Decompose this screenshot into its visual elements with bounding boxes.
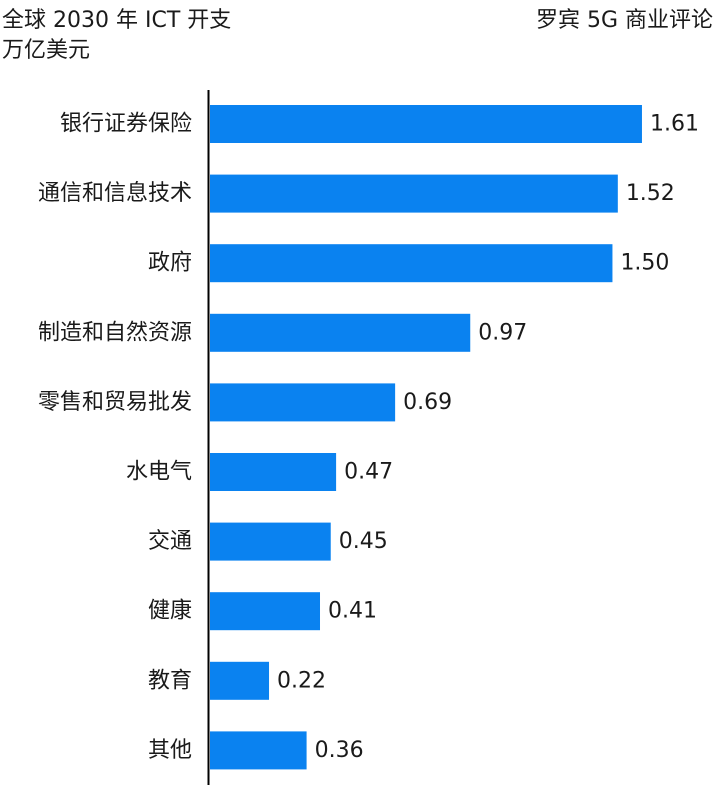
category-label: 健康 [148,599,192,624]
value-label: 0.69 [403,390,452,415]
value-label: 0.22 [277,668,326,693]
bar [210,383,396,422]
bar [210,592,321,631]
bar [210,313,471,352]
category-label: 交通 [148,529,192,554]
bar [210,244,613,283]
value-label: 0.36 [315,738,364,763]
value-label: 1.50 [620,251,669,276]
category-label: 教育 [148,668,192,693]
category-label: 通信和信息技术 [38,181,192,206]
chart-unit-subtitle: 万亿美元 [2,38,91,63]
bar [210,522,331,561]
category-label: 银行证券保险 [60,112,192,137]
category-label: 其他 [148,738,192,763]
value-label: 1.61 [650,112,699,137]
value-label: 0.45 [339,529,388,554]
value-label: 0.41 [328,599,377,624]
bar [210,174,618,213]
chart-title: 全球 2030 年 ICT 开支 [2,8,232,33]
chart-source: 罗宾 5G 商业评论 [535,8,713,33]
value-label: 0.47 [344,460,393,485]
category-label: 制造和自然资源 [38,320,192,345]
value-label: 1.52 [626,181,675,206]
category-label: 零售和贸易批发 [38,390,192,415]
bar [210,661,270,700]
bar [210,453,337,491]
bar [210,105,642,143]
bar [210,731,307,770]
category-label: 水电气 [126,460,192,485]
value-label: 0.97 [478,320,527,345]
category-label: 政府 [148,251,192,276]
